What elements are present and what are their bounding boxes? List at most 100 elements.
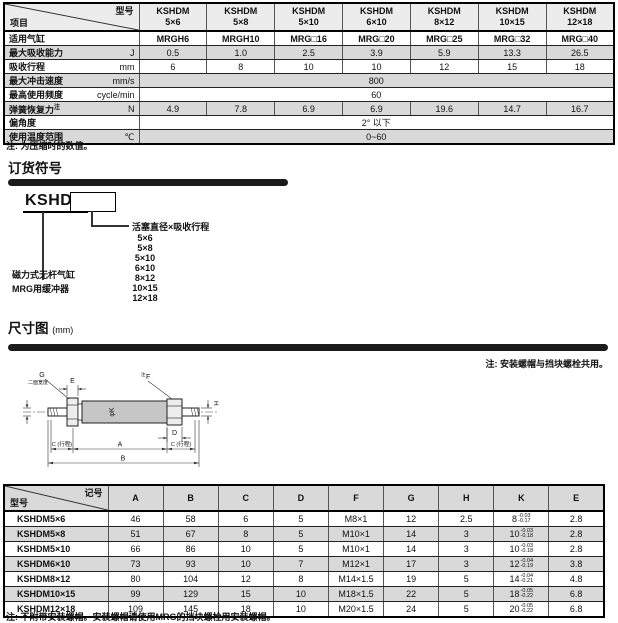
spec-col-size: 10×15	[499, 17, 525, 27]
spec-value: 10	[342, 59, 411, 74]
dim-value-e: 2.8	[548, 526, 605, 542]
dim-label-c-left: C (行程)	[52, 440, 72, 448]
k-tolerance-upper: -0.03	[520, 527, 534, 534]
dimension-drawing: φK E G 二面宽度 注 F H	[23, 371, 219, 467]
spec-row-header-inner: 最大冲击速度 mm/s	[5, 76, 139, 86]
spec-row-unit: N	[128, 103, 135, 114]
spec-col-size: 8×12	[434, 17, 455, 27]
dim-value-b: 129	[162, 586, 219, 602]
dim-value-c: 6	[217, 510, 274, 527]
spec-value: 12	[409, 59, 479, 74]
k-tolerance: -0.03 -0.18	[520, 527, 534, 540]
dim-label-e: E	[70, 378, 75, 385]
dim-value-b: 145	[162, 601, 219, 618]
dim-row: KSHDM5×8 51 67 8 5 M10×1 14 3 10 -0.03 -0.18 2.8	[3, 526, 605, 542]
spec-value: MRG□25	[409, 30, 479, 46]
spec-value: 0.5	[138, 45, 208, 60]
right-nut	[166, 398, 183, 426]
k-dimension: 14 -0.04 -0.21	[509, 572, 534, 585]
spec-value: 5.9	[409, 45, 479, 60]
k-tolerance: -0.05 -0.22	[521, 588, 534, 600]
dim-value-a: 51	[107, 526, 164, 542]
k-dimension: 18 -0.05 -0.22	[509, 588, 534, 600]
spec-row: 适用气缸 MRGH6 MRGH10 MRG□16 MRG□20 MRG□25 MRG□32 M…	[3, 30, 615, 46]
spec-row: 最大吸收能力 J 0.5 1.0 2.5 3.9 5.9 13.3 26.5	[3, 45, 615, 60]
spec-row-header-inner: 最大吸收能力 J	[5, 48, 139, 58]
dim-row-model: KSHDM10×15	[3, 586, 109, 602]
dim-value-h: 2.5	[438, 510, 495, 527]
dim-value-b: 67	[162, 526, 219, 542]
dim-value-b: 104	[162, 571, 219, 587]
k-nominal: 12	[509, 559, 520, 569]
dim-row: KSHDM8×12 80 104 12 8 M14×1.5 19 5 14 -0.04 -0.21 4…	[3, 571, 605, 587]
spec-row-header-inner: 弹簧恢复力注 N	[5, 103, 139, 115]
dim-value-d: 10	[272, 601, 329, 618]
dim-value-k: 10 -0.03 -0.18	[493, 526, 550, 542]
cylinder-type-line2: MRG用缓冲器	[12, 284, 69, 294]
k-nominal: 8	[512, 514, 518, 524]
spec-col-size: 12×18	[567, 17, 593, 27]
k-nominal: 10	[509, 544, 520, 554]
diagonal-divider	[5, 486, 108, 510]
spec-value: MRG□20	[342, 30, 411, 46]
dim-value-f: M10×1	[327, 526, 385, 542]
k-tolerance-upper: -0.04	[520, 572, 534, 579]
dim-value-k: 12 -0.04 -0.19	[493, 556, 550, 572]
spec-value-span: 2° 以下	[138, 115, 615, 130]
spec-col-size: 5×10	[298, 17, 319, 27]
dim-value-k: 10 -0.03 -0.18	[493, 541, 550, 557]
k-tolerance-lower: -0.22	[520, 608, 534, 614]
dim-label-c-right: C (行程)	[171, 440, 191, 448]
spec-table-section: 型号 项目 KSHDM 5×6 KSHDM 5×8 KSHDM 5×10 KSHDM 6×10…	[3, 2, 615, 145]
spec-row: 最大冲击速度 mm/s 800	[3, 73, 615, 88]
spec-value-span: 800	[138, 73, 615, 88]
dim-row: KSHDM5×10 66 86 10 5 M10×1 14 3 10 -0.03 -0.18 2.8	[3, 541, 605, 557]
spec-value: 18	[545, 59, 615, 74]
dim-value-c: 18	[217, 601, 274, 618]
spec-row-unit: mm	[119, 61, 135, 72]
dim-row-model: KSHDM12×18	[3, 601, 109, 618]
dim-value-d: 5	[272, 510, 329, 527]
spec-value: MRGH6	[138, 30, 208, 46]
dim-label-g: G	[39, 372, 44, 379]
dim-row-model: KSHDM5×10	[3, 541, 109, 557]
k-nominal: 18	[509, 589, 520, 599]
corner-label-model: 型号	[10, 498, 29, 508]
spec-col-size: 5×6	[165, 17, 181, 27]
spec-row-label: 最高使用频度	[9, 89, 64, 100]
dim-value-k: 8 -0.03 -0.17	[493, 510, 550, 527]
spec-value: 8	[206, 59, 276, 74]
dim-col-header: G	[383, 484, 440, 512]
spec-value-span: 60	[138, 87, 615, 102]
k-tolerance-lower: -0.18	[520, 548, 534, 554]
spec-row-header-inner: 吸收行程 mm	[5, 62, 139, 72]
spec-row-label: 使用温度范围	[9, 131, 64, 142]
dim-value-k: 18 -0.05 -0.22	[493, 586, 550, 602]
dim-value-g: 14	[383, 526, 440, 542]
spec-row-header: 使用温度范围 ℃	[3, 129, 140, 145]
spec-value: 15	[477, 59, 547, 74]
order-size-option: 5×8	[137, 243, 153, 253]
spec-row-label: 最大冲击速度	[9, 75, 64, 86]
k-tolerance-upper: -0.03	[518, 512, 531, 519]
spec-value: 14.7	[477, 101, 547, 116]
spec-col-series: KSHDM	[156, 6, 190, 16]
spec-row-header: 偏角度	[3, 115, 140, 130]
k-nominal: 14	[509, 574, 520, 584]
dim-col-header: C	[217, 484, 274, 512]
spec-value: MRG□16	[274, 30, 344, 46]
dim-col-header: E	[548, 484, 605, 512]
dim-value-f: M12×1	[327, 556, 385, 572]
spec-row-label: 偏角度	[9, 117, 37, 128]
dim-value-d: 7	[272, 556, 329, 572]
spec-col-header: KSHDM 8×12	[409, 2, 479, 32]
k-nominal: 10	[509, 529, 520, 539]
spec-row: 吸收行程 mm 6 8 10 10 12 15 18	[3, 59, 615, 74]
k-tolerance-upper: -0.03	[520, 542, 534, 549]
dim-row-model: KSHDM5×6	[3, 510, 109, 527]
dim-label-a: A	[118, 442, 123, 449]
spec-table-note: 注: 为压缩时的数值。	[6, 141, 93, 151]
spec-col-header: KSHDM 6×10	[342, 2, 411, 32]
dim-col-header: A	[107, 484, 164, 512]
spec-row-unit: mm/s	[112, 75, 135, 86]
